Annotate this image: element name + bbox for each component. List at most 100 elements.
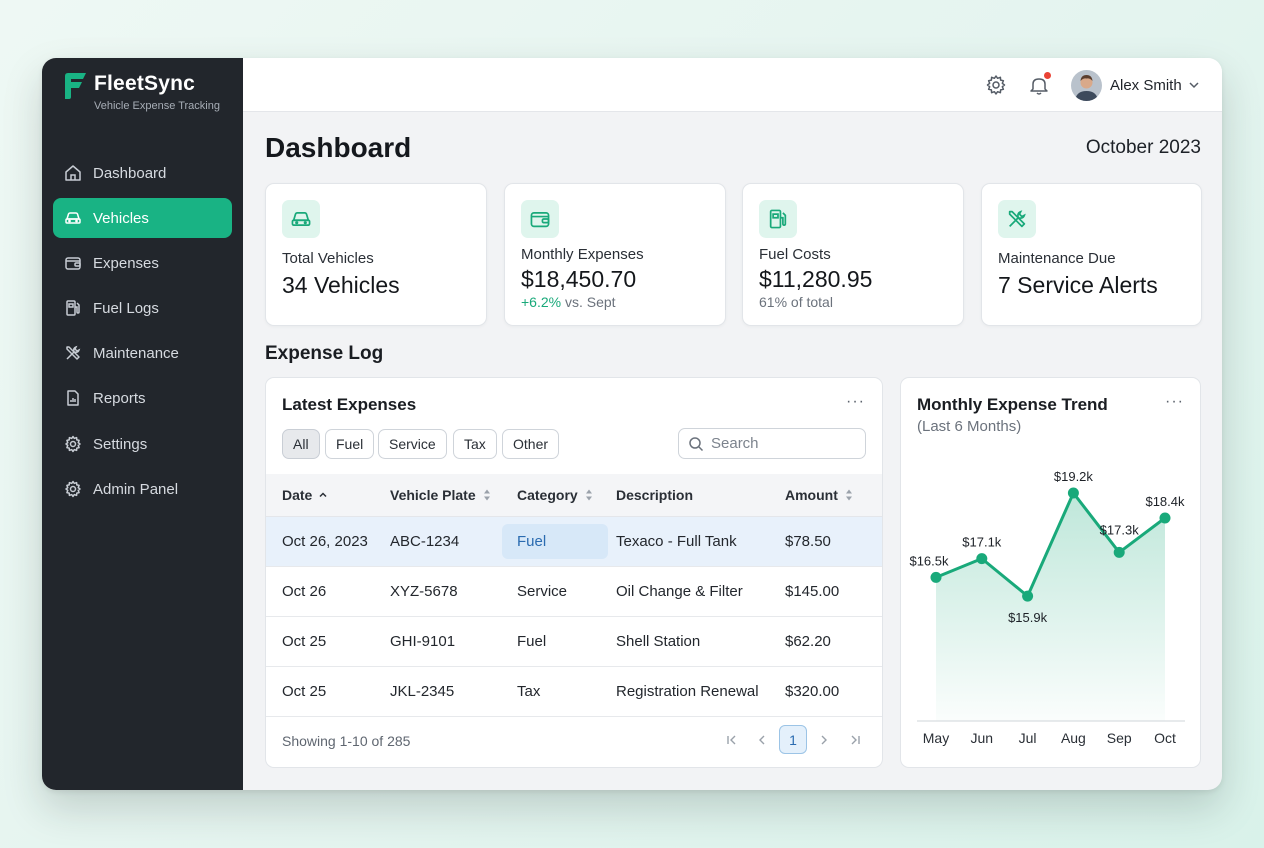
- sidebar-item-settings[interactable]: Settings: [53, 424, 232, 464]
- table-row[interactable]: Oct 25 JKL-2345 Tax Registration Renewal…: [266, 667, 882, 717]
- filter-chip-tax[interactable]: Tax: [453, 429, 497, 459]
- user-menu[interactable]: Alex Smith: [1071, 69, 1200, 101]
- card-label: Fuel Costs: [759, 246, 831, 263]
- sort-icon: [585, 489, 592, 501]
- chart-x-tick-label: Aug: [1061, 730, 1086, 746]
- card-icon-wrap: [282, 200, 320, 238]
- cell-amount: $78.50: [785, 533, 831, 550]
- sidebar-item-maintenance[interactable]: Maintenance: [53, 333, 232, 373]
- cell-plate: XYZ-5678: [390, 583, 458, 600]
- wallet-icon: [65, 257, 81, 270]
- column-header-amount[interactable]: Amount: [785, 487, 854, 503]
- card-value: 34 Vehicles: [282, 272, 400, 298]
- stat-card-monthly-expenses[interactable]: Monthly Expenses $18,450.70 +6.2% vs. Se…: [504, 183, 726, 326]
- filter-chip-service[interactable]: Service: [378, 429, 447, 459]
- table-row[interactable]: Oct 26 XYZ-5678 Service Oil Change & Fil…: [266, 567, 882, 617]
- brand[interactable]: FleetSync Vehicle Expense Tracking: [62, 72, 242, 116]
- wallet-icon: [530, 212, 550, 228]
- card-icon-wrap: [759, 200, 797, 238]
- chart-point: [1067, 487, 1079, 499]
- search-input[interactable]: [711, 435, 861, 452]
- monthly-expense-trend-panel: Monthly Expense Trend (Last 6 Months) ··…: [900, 377, 1201, 768]
- sort-icon: [845, 489, 852, 501]
- chevron-left-icon: [759, 735, 765, 745]
- stat-card-total-vehicles[interactable]: Total Vehicles 34 Vehicles: [265, 183, 487, 326]
- chart-point: [1113, 546, 1125, 558]
- page-date: October 2023: [1085, 137, 1201, 158]
- notifications-button[interactable]: [1028, 72, 1051, 96]
- card-sub: 61% of total: [759, 294, 833, 310]
- stat-card-maintenance-due[interactable]: Maintenance Due 7 Service Alerts: [981, 183, 1202, 326]
- card-label: Maintenance Due: [998, 250, 1116, 267]
- cell-date: Oct 26: [282, 583, 327, 600]
- chart-data-label: $15.9k: [1008, 610, 1048, 625]
- last-page-icon: [851, 735, 860, 745]
- chart-subtitle: (Last 6 Months): [917, 418, 1022, 435]
- car-icon: [291, 212, 311, 226]
- sidebar: FleetSync Vehicle Expense Tracking Dashb…: [42, 58, 243, 790]
- chart-point: [930, 571, 942, 583]
- more-options-icon[interactable]: ···: [1165, 393, 1184, 410]
- chart-x-tick-label: Jul: [1019, 730, 1037, 746]
- card-label: Monthly Expenses: [521, 246, 644, 263]
- change-suffix: vs. Sept: [561, 294, 616, 310]
- last-page-button[interactable]: [844, 727, 866, 753]
- chart-x-tick-label: May: [923, 730, 949, 746]
- cell-category: Tax: [517, 683, 541, 700]
- cell-plate: GHI-9101: [390, 633, 456, 650]
- filter-chip-other[interactable]: Other: [502, 429, 560, 459]
- sidebar-item-admin-panel[interactable]: Admin Panel: [53, 469, 232, 509]
- sidebar-item-expenses[interactable]: Expenses: [53, 243, 232, 283]
- cell-date: Oct 26, 2023: [282, 533, 368, 550]
- chart-data-label: $17.1k: [962, 535, 1002, 550]
- sidebar-item-vehicles[interactable]: Vehicles: [53, 198, 232, 238]
- stat-card-fuel-costs[interactable]: Fuel Costs $11,280.95 61% of total: [742, 183, 964, 326]
- avatar: [1071, 69, 1102, 101]
- column-header-date[interactable]: Date: [282, 487, 328, 503]
- filter-chip-all[interactable]: All: [282, 429, 320, 459]
- line-chart: $16.5k May $17.1k Jun $15.9k Jul $19.2k Aug $17.…: [909, 469, 1185, 746]
- filter-chip-fuel[interactable]: Fuel: [325, 429, 375, 459]
- more-options-icon[interactable]: ···: [846, 393, 865, 410]
- change-percent: +6.2%: [521, 294, 562, 310]
- category-highlight: [502, 524, 608, 559]
- fuel-pump-icon: [66, 300, 80, 316]
- wrench-screwdriver-icon: [66, 345, 81, 360]
- chart-data-label: $16.5k: [909, 553, 949, 568]
- sidebar-item-label: Fuel Logs: [93, 299, 159, 317]
- sidebar-item-fuel-logs[interactable]: Fuel Logs: [53, 288, 232, 328]
- card-label: Total Vehicles: [282, 250, 374, 267]
- chart-data-label: $17.3k: [1100, 522, 1140, 537]
- chevron-down-icon: [1189, 82, 1199, 89]
- home-icon: [65, 165, 81, 181]
- first-page-button[interactable]: [721, 727, 743, 753]
- column-header-category[interactable]: Category: [517, 487, 594, 503]
- sidebar-item-label: Reports: [93, 389, 146, 407]
- sidebar-item-reports[interactable]: Reports: [53, 378, 232, 418]
- column-header-description[interactable]: Description: [616, 487, 693, 503]
- latest-expenses-panel: Latest Expenses ··· All Fuel Service Tax…: [265, 377, 883, 768]
- page-number-button[interactable]: 1: [779, 725, 807, 754]
- chart-x-tick-label: Jun: [971, 730, 994, 746]
- table-row[interactable]: Oct 26, 2023 ABC-1234 Fuel Texaco - Full…: [266, 517, 882, 567]
- bell-icon: [1030, 78, 1048, 95]
- chart-area-fill: [936, 493, 1165, 721]
- next-page-button[interactable]: [813, 727, 835, 753]
- card-value: $18,450.70: [521, 266, 637, 292]
- cell-amount: $62.20: [785, 633, 831, 650]
- previous-page-button[interactable]: [751, 727, 773, 753]
- column-label: Description: [616, 487, 694, 503]
- sort-ascending-icon: [319, 492, 327, 498]
- column-header-vehicle-plate[interactable]: Vehicle Plate: [390, 487, 492, 503]
- cell-description: Shell Station: [616, 633, 701, 650]
- search-box[interactable]: [678, 428, 866, 459]
- gear-icon[interactable]: [985, 74, 1007, 96]
- brand-subtitle: Vehicle Expense Tracking: [94, 100, 220, 112]
- table-row[interactable]: Oct 25 GHI-9101 Fuel Shell Station $62.2…: [266, 617, 882, 667]
- sidebar-item-dashboard[interactable]: Dashboard: [53, 153, 232, 193]
- cell-date: Oct 25: [282, 683, 327, 700]
- panel-title: Latest Expenses: [282, 395, 417, 414]
- chart-x-tick-label: Sep: [1107, 730, 1132, 746]
- chevron-right-icon: [821, 735, 827, 745]
- brand-name: FleetSync: [94, 72, 196, 95]
